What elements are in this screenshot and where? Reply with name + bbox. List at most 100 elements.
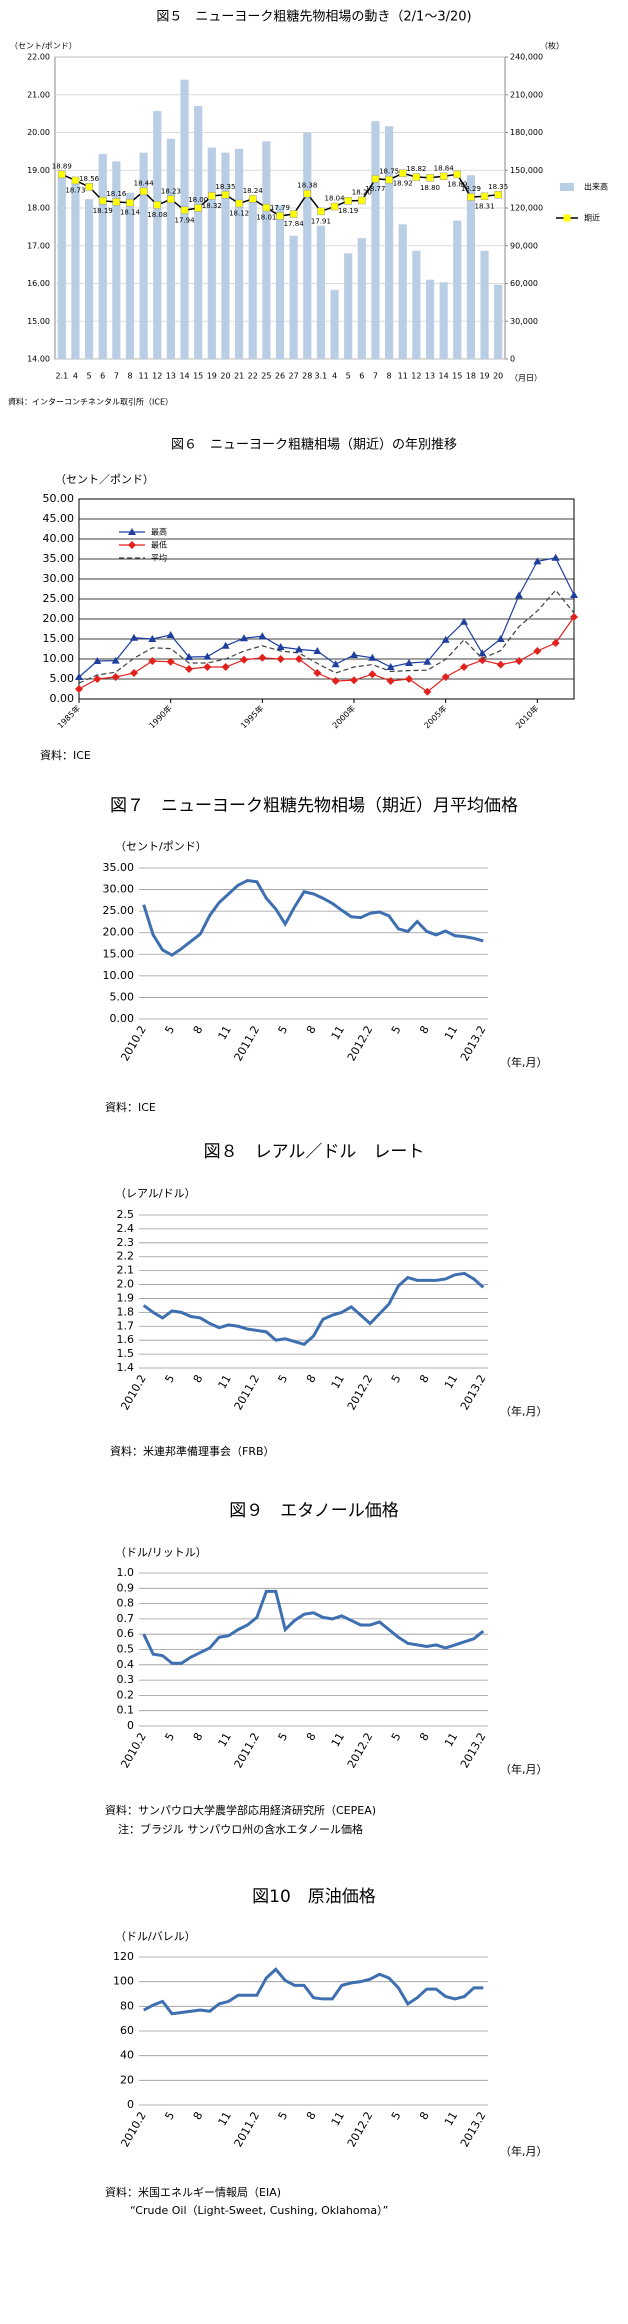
x-tick-label: 11 <box>329 1373 347 1392</box>
y-tick-label: 15.00 <box>27 317 50 326</box>
y-tick-label: 10.00 <box>103 969 135 982</box>
data-label: 17.91 <box>311 217 331 225</box>
data-label: 18.77 <box>365 185 385 193</box>
data-label: 18.19 <box>93 207 113 215</box>
y-tick-label: 20.00 <box>103 926 135 939</box>
x-tick-label: 2013.2 <box>458 1731 489 1771</box>
marker <box>203 663 212 671</box>
y-tick-label: 16.00 <box>27 279 50 288</box>
legend-label: 期近 <box>584 213 600 223</box>
data-label: 18.73 <box>65 186 85 194</box>
marker <box>460 617 468 625</box>
marker <box>240 634 248 642</box>
bar <box>194 106 203 359</box>
x-tick-label: 8 <box>417 2110 432 2123</box>
marker <box>331 660 340 668</box>
marker <box>258 653 267 662</box>
y-tick-label: 1.5 <box>117 1347 135 1360</box>
y-tick-label: 20.00 <box>27 128 50 137</box>
data-label: 18.04 <box>325 194 346 202</box>
marker <box>85 183 93 191</box>
data-label: 18.14 <box>120 209 141 217</box>
x-tick-label: 1985年 <box>55 703 82 730</box>
marker <box>221 641 230 649</box>
marker <box>478 649 487 657</box>
series-line <box>78 557 575 678</box>
x-tick-label: 2000年 <box>330 703 357 730</box>
y-tick-label: 18.00 <box>27 204 50 213</box>
y-tick-label: 0.6 <box>117 1627 135 1640</box>
x-tick-label: 2010.2 <box>118 1731 149 1771</box>
x-tick-label: 11 <box>139 372 149 381</box>
marker <box>570 591 578 598</box>
x-tick-label: 5 <box>162 1373 177 1386</box>
y-tick-label: 1.8 <box>117 1305 135 1318</box>
data-label: 18.35 <box>488 183 508 191</box>
plot-area <box>139 868 488 1019</box>
series-line <box>78 589 575 684</box>
data-label: 18.31 <box>475 202 495 210</box>
x-tick-label: 5 <box>276 2110 291 2123</box>
x-tick-label: 7 <box>114 372 119 381</box>
x-tick-label: 11 <box>329 2110 347 2129</box>
x-tick-label: 1990年 <box>147 703 174 730</box>
x-tick-label: 5 <box>87 372 92 381</box>
bar <box>85 199 94 359</box>
marker <box>496 635 505 642</box>
data-label: 18.38 <box>297 182 317 190</box>
marker <box>551 553 560 561</box>
marker <box>111 656 120 664</box>
bar <box>289 235 298 359</box>
y-tick-label: 0.00 <box>110 1012 135 1025</box>
x-tick-label: 8 <box>191 2110 206 2123</box>
y2-tick-label: 180,000 <box>510 128 543 137</box>
marker <box>386 677 395 685</box>
legend-label: 最高 <box>151 527 167 537</box>
marker <box>130 633 138 641</box>
x-tick-label: 8 <box>127 372 132 381</box>
data-label: 18.23 <box>161 187 181 195</box>
data-label: 18.84 <box>434 164 455 172</box>
bar <box>166 138 175 359</box>
marker <box>551 639 560 647</box>
x-tick-label: 5 <box>389 1373 404 1386</box>
marker <box>276 212 284 220</box>
bar <box>153 111 162 359</box>
y-tick-label: 15.00 <box>103 947 135 960</box>
x-tick-label: 11 <box>442 1731 460 1750</box>
y-tick-label: 0.5 <box>117 1643 135 1656</box>
legend-label: 出来高 <box>584 182 608 192</box>
source: 資料：ICE <box>40 748 91 762</box>
data-label: 17.84 <box>284 220 305 228</box>
y2-tick-label: 30,000 <box>510 317 538 326</box>
marker <box>350 676 358 685</box>
x-tick-label: 12 <box>152 372 162 381</box>
x-tick-label: 20 <box>220 372 230 381</box>
marker <box>185 665 193 673</box>
marker <box>276 643 285 650</box>
x-tick-label: 19 <box>207 372 217 381</box>
y2-tick-label: 240,000 <box>510 53 543 62</box>
y-tick-label: 80 <box>120 1999 134 2012</box>
note: “Crude Oil（Light-Sweet, Cushing, Oklahom… <box>130 2204 388 2217</box>
x-tick-label: 28 <box>302 372 312 381</box>
y-tick-label: 14.00 <box>27 355 50 364</box>
x-tick-label: 2012.2 <box>345 2110 376 2150</box>
y-tick-label: 0.4 <box>117 1658 135 1671</box>
data-label: 17.79 <box>270 204 290 212</box>
x-tick-label: 8 <box>417 1373 432 1386</box>
marker <box>317 207 325 216</box>
series-line <box>143 1967 484 2016</box>
x-tick-label: 21 <box>234 372 244 381</box>
marker <box>426 174 434 182</box>
y-tick-label: 2.0 <box>117 1278 135 1291</box>
x-tick-label: 5 <box>162 1731 177 1744</box>
marker <box>515 657 523 665</box>
x-tick-label: 12 <box>411 372 421 381</box>
marker <box>276 655 285 663</box>
y-tick-label: 21.00 <box>27 90 50 99</box>
y-tick-label: 2.4 <box>117 1222 135 1235</box>
x-axis-label: （年,月） <box>500 1055 548 1069</box>
bar <box>425 279 435 359</box>
